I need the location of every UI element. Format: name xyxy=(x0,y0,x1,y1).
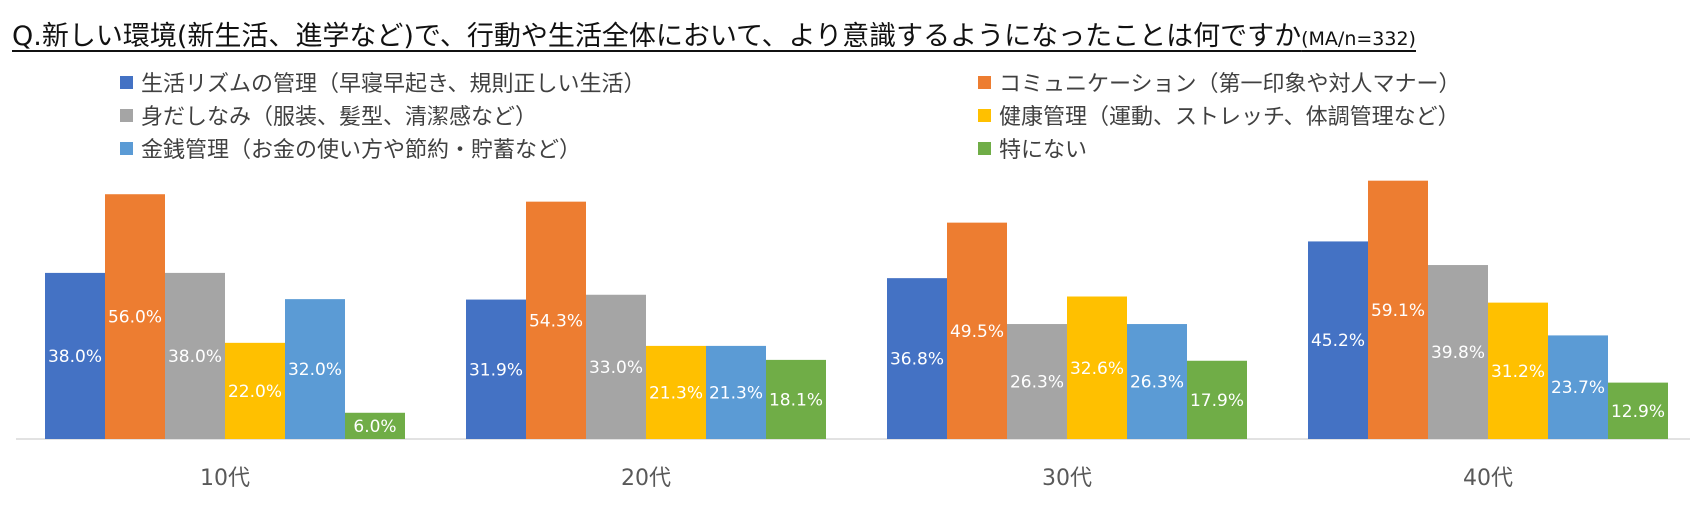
chart-legend: 生活リズムの管理（早寝早起き、規則正しい生活） コミュニケーション（第一印象や対… xyxy=(0,0,1706,180)
bar-value-label: 36.8% xyxy=(890,350,944,370)
bar-value-label: 59.1% xyxy=(1371,301,1425,321)
bar xyxy=(1608,382,1668,439)
bar xyxy=(1488,302,1548,439)
bar xyxy=(1368,180,1428,439)
legend-swatch xyxy=(120,141,133,155)
bar xyxy=(466,299,526,439)
bar-value-label: 21.3% xyxy=(649,383,703,403)
bar xyxy=(1187,360,1247,439)
bar-value-label: 21.3% xyxy=(709,383,763,403)
legend-swatch xyxy=(120,75,133,89)
legend-swatch xyxy=(978,141,991,155)
legend-item: 生活リズムの管理（早寝早起き、規則正しい生活） xyxy=(120,66,645,98)
legend-item: コミュニケーション（第一印象や対人マナー） xyxy=(978,66,1461,98)
legend-label: 健康管理（運動、ストレッチ、体調管理など） xyxy=(999,105,1460,130)
bar-value-label: 33.0% xyxy=(589,358,643,378)
legend-item: 健康管理（運動、ストレッチ、体調管理など） xyxy=(978,99,1460,131)
bar-value-label: 32.0% xyxy=(288,360,342,380)
category-label: 10代 xyxy=(200,466,250,491)
category-label: 20代 xyxy=(621,466,671,491)
bar-value-label: 17.9% xyxy=(1190,391,1244,411)
legend-label: コミュニケーション（第一印象や対人マナー） xyxy=(999,72,1461,97)
legend-item: 身だしなみ（服装、髪型、清潔感など） xyxy=(120,99,537,131)
legend-label: 金銭管理（お金の使い方や節約・貯蓄など） xyxy=(141,138,582,163)
bar-value-label: 38.0% xyxy=(48,347,102,367)
category-label: 30代 xyxy=(1042,466,1092,491)
bar-value-label: 26.3% xyxy=(1010,373,1064,393)
bar-value-label: 6.0% xyxy=(353,417,396,437)
bar-value-label: 23.7% xyxy=(1551,378,1605,398)
bar xyxy=(285,299,345,439)
bar xyxy=(1067,296,1127,439)
chart-title: Q.新しい環境(新生活、進学など)で、行動や生活全体において、より意識するように… xyxy=(12,14,1416,53)
bar xyxy=(646,345,706,439)
bar-value-label: 49.5% xyxy=(950,322,1004,342)
bar-value-label: 45.2% xyxy=(1311,331,1365,351)
bar-value-label: 26.3% xyxy=(1130,373,1184,393)
bar-value-label: 56.0% xyxy=(108,308,162,328)
bar-value-label: 12.9% xyxy=(1611,402,1665,422)
bar-value-label: 31.2% xyxy=(1491,362,1545,382)
bar xyxy=(887,278,947,439)
bar-value-label: 54.3% xyxy=(529,311,583,331)
bar xyxy=(1548,335,1608,439)
bar-value-label: 32.6% xyxy=(1070,359,1124,379)
bar-value-label: 22.0% xyxy=(228,382,282,402)
bar-value-label: 38.0% xyxy=(168,347,222,367)
bar xyxy=(1007,324,1067,439)
bar-value-label: 39.8% xyxy=(1431,343,1485,363)
bar xyxy=(947,222,1007,439)
bar xyxy=(1127,324,1187,439)
legend-swatch xyxy=(978,75,991,89)
category-label: 40代 xyxy=(1463,466,1513,491)
legend-item: 金銭管理（お金の使い方や節約・貯蓄など） xyxy=(120,132,581,164)
legend-swatch xyxy=(978,108,991,122)
bar xyxy=(766,359,826,439)
legend-label: 身だしなみ（服装、髪型、清潔感など） xyxy=(141,105,538,130)
bar xyxy=(165,272,225,439)
chart-subtitle: (MA/n=332) xyxy=(1301,28,1416,50)
bar xyxy=(225,342,285,439)
legend-swatch xyxy=(120,108,133,122)
bar xyxy=(706,345,766,439)
bar xyxy=(526,201,586,439)
bar xyxy=(1428,265,1488,439)
bar xyxy=(1308,241,1368,439)
legend-label: 特にない xyxy=(999,138,1088,163)
legend-label: 生活リズムの管理（早寝早起き、規則正しい生活） xyxy=(141,72,646,97)
bar-value-label: 18.1% xyxy=(769,390,823,410)
bar xyxy=(45,272,105,439)
bar-value-label: 31.9% xyxy=(469,360,523,380)
bar xyxy=(345,412,405,439)
bar xyxy=(105,194,165,439)
legend-item: 特にない xyxy=(978,132,1087,164)
bar xyxy=(586,294,646,439)
chart-title-text: Q.新しい環境(新生活、進学など)で、行動や生活全体において、より意識するように… xyxy=(12,21,1302,52)
